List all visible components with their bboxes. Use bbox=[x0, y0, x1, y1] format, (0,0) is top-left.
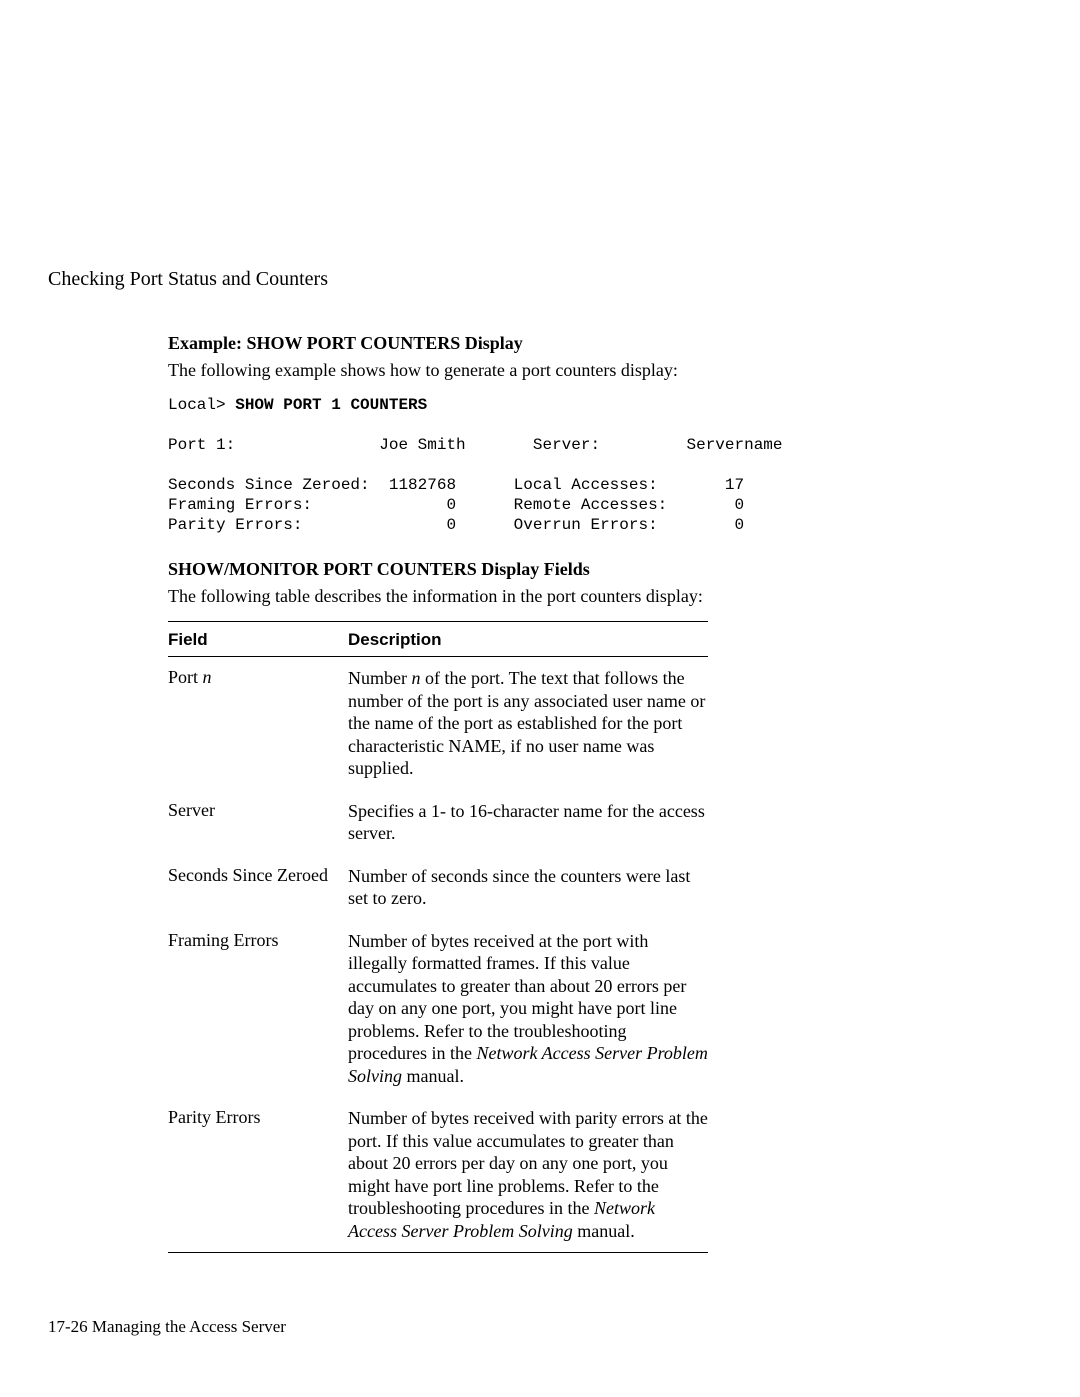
table-body: Port nNumber n of the port. The text tha… bbox=[168, 657, 708, 1252]
table-row: Parity ErrorsNumber of bytes received wi… bbox=[168, 1097, 708, 1252]
table-rule-bottom bbox=[168, 1252, 708, 1253]
column-header-field: Field bbox=[168, 630, 348, 650]
fields-intro: The following table describes the inform… bbox=[168, 586, 728, 607]
terminal-output: Local> SHOW PORT 1 COUNTERS Port 1: Joe … bbox=[168, 395, 728, 535]
table-row: Seconds Since ZeroedNumber of seconds si… bbox=[168, 855, 708, 920]
column-header-description: Description bbox=[348, 630, 708, 650]
field-name: Server bbox=[168, 800, 348, 821]
field-description: Number of bytes received at the port wit… bbox=[348, 930, 708, 1088]
table-row: Port nNumber n of the port. The text tha… bbox=[168, 657, 708, 790]
field-description: Number n of the port. The text that foll… bbox=[348, 667, 708, 780]
page: Checking Port Status and Counters Exampl… bbox=[0, 0, 1080, 1253]
field-name: Seconds Since Zeroed bbox=[168, 865, 348, 886]
fields-table: Field Description Port nNumber n of the … bbox=[168, 621, 708, 1253]
example-intro: The following example shows how to gener… bbox=[168, 360, 728, 381]
content-block: Example: SHOW PORT COUNTERS Display The … bbox=[168, 333, 728, 1253]
fields-heading: SHOW/MONITOR PORT COUNTERS Display Field… bbox=[168, 559, 728, 580]
field-name: Framing Errors bbox=[168, 930, 348, 951]
table-row: ServerSpecifies a 1- to 16-character nam… bbox=[168, 790, 708, 855]
table-row: Framing ErrorsNumber of bytes received a… bbox=[168, 920, 708, 1098]
table-header-row: Field Description bbox=[168, 622, 708, 656]
field-name: Port n bbox=[168, 667, 348, 688]
field-description: Specifies a 1- to 16-character name for … bbox=[348, 800, 708, 845]
section-title: Checking Port Status and Counters bbox=[48, 268, 1008, 291]
field-description: Number of bytes received with parity err… bbox=[348, 1107, 708, 1242]
page-footer: 17-26 Managing the Access Server bbox=[48, 1317, 286, 1337]
field-description: Number of seconds since the counters wer… bbox=[348, 865, 708, 910]
field-name: Parity Errors bbox=[168, 1107, 348, 1128]
example-heading: Example: SHOW PORT COUNTERS Display bbox=[168, 333, 728, 354]
